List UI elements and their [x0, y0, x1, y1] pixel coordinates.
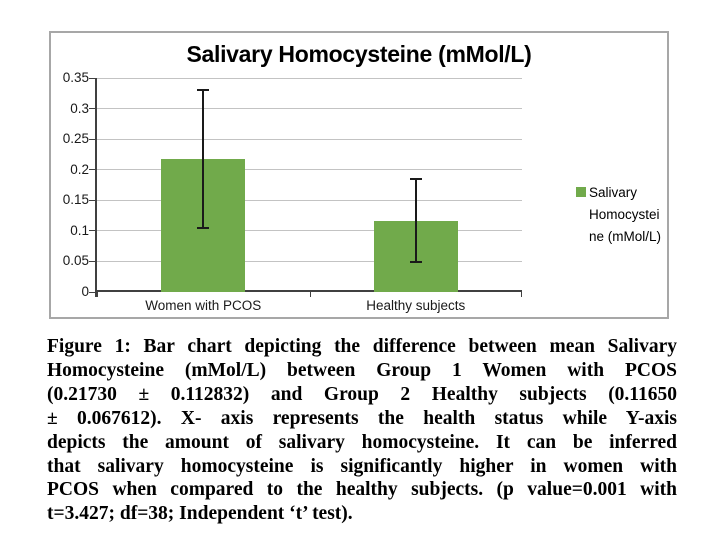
legend-swatch [576, 187, 586, 197]
figure-caption-line: Figure 1: Bar chart depicting the differ… [47, 336, 677, 357]
y-axis-tick [89, 230, 95, 232]
y-axis-tick [89, 169, 95, 171]
error-bar-line [202, 90, 205, 229]
figure-caption-line: t=3.427; df=38; Independent ‘t’ test). [47, 503, 353, 525]
error-bar-cap-top [409, 178, 422, 181]
error-bar-cap-top [197, 89, 210, 92]
y-tick-label: 0.2 [70, 161, 89, 177]
figure-caption-line: PCOS when compared to the healthy subjec… [47, 479, 677, 501]
y-tick-label: 0.05 [62, 253, 89, 269]
y-tick-label: 0.35 [62, 70, 89, 85]
gridline [97, 108, 522, 110]
figure-caption-line: ± 0.067612). X- axis represents the heal… [47, 407, 677, 429]
y-axis-tick [89, 138, 95, 140]
figure-caption-line: that salivary homocysteine is significan… [47, 455, 677, 477]
y-axis-tick [89, 291, 95, 293]
gridline [97, 260, 522, 262]
y-tick-label: 0.1 [70, 222, 89, 238]
plot-area: 0 0.05 0.1 0.15 0.2 0.25 0.3 0.35 Women with PCO… [63, 70, 522, 313]
legend-label-line: Homocystei [589, 207, 660, 222]
figure-caption-line: depicts the amount of salivary homocyste… [47, 431, 677, 453]
y-axis-tick [89, 199, 95, 201]
x-category-label: Women with PCOS [145, 298, 262, 313]
gridline [97, 138, 522, 140]
x-axis-tick [309, 292, 311, 297]
y-tick-label: 0 [81, 284, 89, 299]
figure-caption-line: Homocysteine (mMol/L) between Group 1 Wo… [47, 359, 677, 381]
legend: Salivary Homocystei ne (mMol/L) [576, 182, 676, 248]
error-bar-cap-bottom [409, 261, 422, 264]
y-tick-label: 0.15 [62, 192, 89, 208]
gridline [97, 169, 522, 171]
legend-label-line: Salivary [589, 185, 638, 200]
figure-caption-line: (0.21730 ± 0.112832) and Group 2 Healthy… [47, 383, 677, 405]
y-axis-tick [89, 108, 95, 110]
error-bar-cap-bottom [197, 227, 210, 230]
error-bar-line [414, 179, 417, 263]
x-axis-tick [97, 292, 98, 297]
y-tick-label: 0.25 [62, 131, 89, 147]
y-axis-tick [89, 77, 95, 79]
chart-panel: Salivary Homocysteine (mMol/L) 0 0.05 0.1 0… [49, 31, 669, 319]
y-axis-line [95, 78, 97, 297]
legend-label-line: ne (mMol/L) [589, 229, 662, 244]
gridline [97, 77, 522, 79]
figure-caption: Figure 1: Bar chart depicting the differ… [47, 335, 677, 526]
legend-label: Salivary Homocystei ne (mMol/L) [589, 182, 676, 248]
y-tick-label: 0.3 [70, 100, 89, 116]
y-axis-tick [89, 260, 95, 262]
x-axis-tick [521, 292, 522, 297]
x-category-label: Healthy subjects [366, 298, 466, 313]
chart-title: Salivary Homocysteine (mMol/L) [186, 41, 532, 67]
x-axis-line [95, 290, 522, 292]
gridline [97, 230, 522, 232]
gridline [97, 199, 522, 201]
